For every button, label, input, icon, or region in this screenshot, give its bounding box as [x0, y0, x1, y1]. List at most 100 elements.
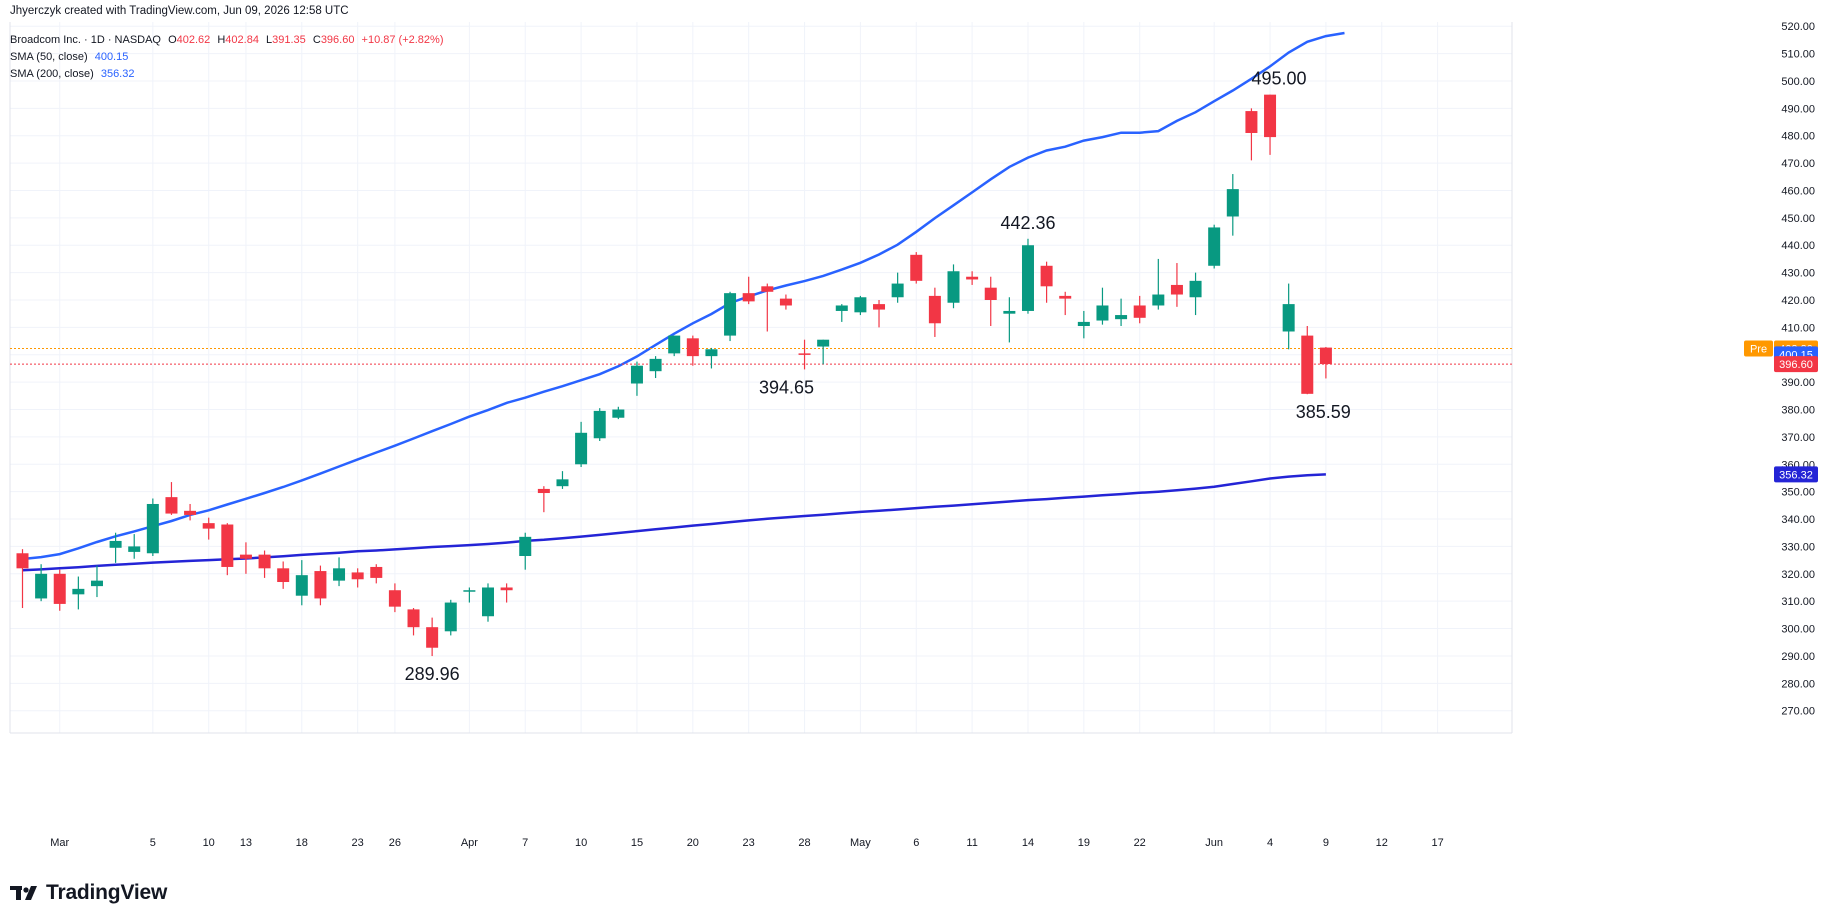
candle [277, 561, 290, 589]
candle [854, 295, 867, 316]
candle-body [854, 297, 867, 313]
candle-body [109, 540, 122, 548]
candle [1189, 272, 1202, 316]
candle [630, 361, 643, 396]
candle-body [314, 571, 327, 599]
candle-body [1133, 305, 1146, 318]
candle-body [575, 432, 588, 465]
candle [593, 408, 606, 442]
change-value: +10.87 (+2.82%) [361, 34, 444, 46]
sma200-legend[interactable]: SMA (200, close) 356.32 [10, 68, 134, 80]
candle [221, 523, 234, 576]
candle [146, 498, 159, 557]
sma200-line [22, 473, 1326, 572]
time-tick-label: May [850, 837, 871, 849]
price-tick-label: 430.00 [1781, 268, 1815, 280]
candle-body [798, 353, 811, 355]
candles [16, 94, 1332, 657]
candle-body [519, 536, 532, 557]
sma200-price-tag: 356.32 [1779, 469, 1813, 481]
candle-body [630, 365, 643, 384]
candle-body [482, 587, 494, 617]
candle-body [184, 510, 197, 515]
candle-body [333, 568, 346, 581]
candle-body [1003, 310, 1016, 314]
candle [1059, 291, 1072, 316]
candle-body [947, 271, 960, 303]
grid [10, 22, 1512, 733]
candle [407, 608, 420, 636]
candle-body [705, 349, 718, 357]
symbol-legend: Broadcom Inc. · 1D · NASDAQ O402.62 H402… [10, 34, 443, 46]
time-tick-label: 6 [913, 837, 919, 849]
candle-body [1059, 295, 1072, 299]
candle-body [221, 524, 234, 567]
candle [1133, 295, 1146, 324]
candle [53, 569, 66, 611]
price-tick-label: 510.00 [1781, 49, 1815, 61]
sma50-legend[interactable]: SMA (50, close) 400.15 [10, 51, 128, 63]
candle [72, 576, 85, 610]
pre-tag-label: Pre [1750, 343, 1767, 355]
candle-body [779, 298, 792, 306]
candle-body [1021, 245, 1034, 311]
tradingview-logo-text: TradingView [46, 881, 168, 904]
time-tick-label: 5 [150, 837, 156, 849]
candle-body [649, 358, 662, 372]
tradingview-logo[interactable]: TradingView [10, 881, 167, 905]
candle [761, 283, 774, 332]
candle [966, 271, 979, 285]
candle-body [53, 573, 66, 604]
candle [1040, 261, 1053, 303]
candle-body [1226, 189, 1239, 217]
close-label: C [312, 34, 321, 46]
candle [1301, 326, 1314, 395]
low-label: L [266, 34, 273, 46]
candle [482, 583, 494, 622]
candle [109, 532, 122, 563]
time-tick-label: 20 [687, 837, 699, 849]
candle-body [35, 573, 48, 599]
candle-body [1115, 315, 1128, 320]
price-tick-label: 330.00 [1781, 541, 1815, 553]
pre-tag-bg [1744, 340, 1773, 357]
time-tick-label: Mar [50, 837, 69, 849]
candle [239, 542, 252, 574]
candle [556, 471, 569, 489]
symbol-name[interactable]: Broadcom Inc. · 1D · NASDAQ [10, 34, 161, 46]
price-tick-label: 310.00 [1781, 596, 1815, 608]
candle-body [835, 305, 848, 311]
time-tick-label: 7 [522, 837, 528, 849]
candle-body [668, 335, 681, 354]
sma50-value: 400.15 [94, 51, 129, 63]
time-tick-label: 4 [1267, 837, 1273, 849]
candle [1319, 346, 1332, 379]
candle-body [295, 575, 308, 596]
price-tick-label: 450.00 [1781, 213, 1815, 225]
candle-body [928, 295, 941, 324]
candle-body [388, 590, 401, 607]
candle [835, 304, 848, 322]
candle [928, 287, 941, 337]
candle-body [258, 554, 271, 569]
candle [798, 339, 811, 370]
candle-body [500, 587, 513, 591]
candle [984, 276, 997, 327]
high-value: 402.84 [225, 34, 259, 46]
candle [686, 335, 699, 366]
annotations: 289.96 394.65 442.36 495.00 385.59 [405, 69, 1351, 684]
candle [426, 617, 439, 657]
time-tick-label: 18 [296, 837, 308, 849]
candle-body [407, 609, 420, 628]
candle-body [817, 339, 830, 347]
price-tick-label: 270.00 [1781, 706, 1815, 718]
time-tick-label: Jun [1205, 837, 1223, 849]
candle [90, 565, 103, 598]
candle-body [1282, 304, 1295, 332]
price-tick-label: 380.00 [1781, 405, 1815, 417]
candle-body [128, 546, 141, 552]
candle [370, 564, 383, 584]
candle-body [1170, 284, 1183, 295]
candle [612, 406, 625, 420]
